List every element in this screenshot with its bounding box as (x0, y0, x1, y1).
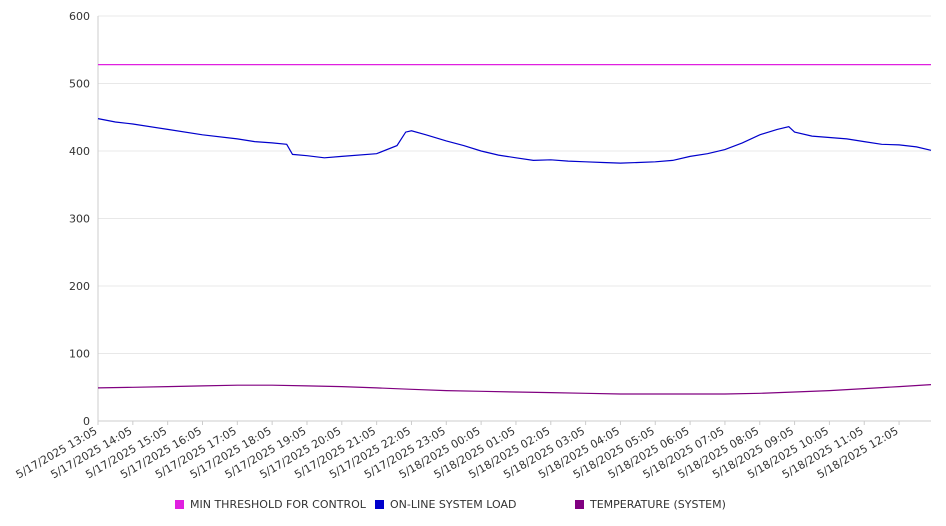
y-tick-label: 400 (69, 145, 90, 158)
x-axis-tick-labels: 5/17/2025 13:055/17/2025 14:055/17/2025 … (14, 424, 901, 481)
legend-item-temperature: TEMPERATURE (SYSTEM) (575, 498, 726, 511)
axes (97, 16, 931, 425)
line-chart: 0 100 200 300 400 500 600 5/17/2025 13:055/17/… (14, 10, 932, 481)
gridlines (98, 15, 931, 354)
y-tick-label: 300 (69, 213, 90, 226)
y-axis-tick-labels: 0 100 200 300 400 500 600 (69, 10, 90, 428)
legend-swatch-temperature (575, 500, 584, 509)
y-tick-label: 600 (69, 10, 90, 23)
y-tick-label: 500 (69, 78, 90, 91)
legend-item-online-system-load: ON-LINE SYSTEM LOAD (375, 498, 516, 511)
series-line-1 (97, 118, 932, 164)
series-lines (97, 63, 932, 395)
y-tick-label: 200 (69, 280, 90, 293)
y-tick-label: 100 (69, 348, 90, 361)
legend: MIN THRESHOLD FOR CONTROL ON-LINE SYSTEM… (0, 498, 946, 514)
legend-swatch-online-system-load (375, 500, 384, 509)
legend-label-min-threshold: MIN THRESHOLD FOR CONTROL (190, 498, 366, 511)
series-line-2 (97, 384, 932, 395)
legend-label-online-system-load: ON-LINE SYSTEM LOAD (390, 498, 517, 511)
legend-item-min-threshold: MIN THRESHOLD FOR CONTROL (175, 498, 366, 511)
y-tick-label: 0 (83, 415, 90, 428)
legend-swatch-min-threshold (175, 500, 184, 509)
legend-label-temperature: TEMPERATURE (SYSTEM) (590, 498, 726, 511)
